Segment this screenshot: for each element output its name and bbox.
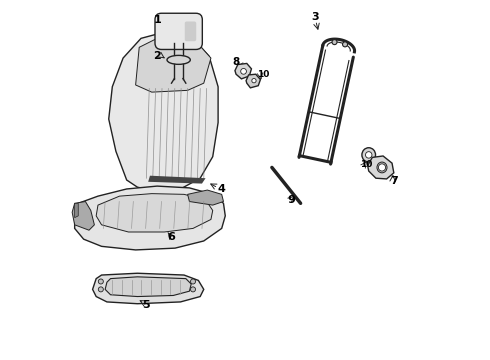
Polygon shape [74, 186, 225, 250]
Polygon shape [188, 190, 223, 205]
Polygon shape [93, 273, 204, 304]
Text: 5: 5 [143, 300, 150, 310]
Polygon shape [105, 277, 191, 297]
Polygon shape [96, 194, 213, 232]
Circle shape [191, 279, 196, 284]
Ellipse shape [377, 162, 387, 173]
Circle shape [332, 40, 337, 45]
Circle shape [241, 68, 246, 74]
Circle shape [191, 287, 196, 292]
Text: 4: 4 [218, 184, 225, 194]
Ellipse shape [362, 148, 375, 162]
Polygon shape [136, 33, 211, 92]
Polygon shape [74, 203, 78, 218]
Polygon shape [235, 63, 251, 79]
Ellipse shape [167, 55, 190, 64]
Text: 1: 1 [153, 15, 161, 26]
Text: 7: 7 [390, 176, 398, 186]
Text: 8: 8 [233, 57, 240, 67]
Polygon shape [109, 31, 218, 192]
Circle shape [378, 164, 386, 171]
Polygon shape [246, 74, 260, 88]
FancyBboxPatch shape [185, 22, 196, 41]
Text: 3: 3 [311, 12, 318, 22]
Circle shape [252, 78, 256, 83]
Polygon shape [368, 156, 394, 179]
Circle shape [366, 152, 372, 158]
Polygon shape [72, 202, 95, 230]
Text: 6: 6 [168, 232, 175, 242]
FancyBboxPatch shape [155, 13, 202, 49]
Text: 10: 10 [257, 71, 270, 80]
Circle shape [98, 279, 103, 284]
Polygon shape [148, 176, 205, 184]
Text: 10: 10 [360, 160, 372, 169]
Text: 2: 2 [153, 51, 161, 61]
Text: 9: 9 [287, 195, 295, 205]
Circle shape [98, 287, 103, 292]
Circle shape [343, 42, 347, 47]
